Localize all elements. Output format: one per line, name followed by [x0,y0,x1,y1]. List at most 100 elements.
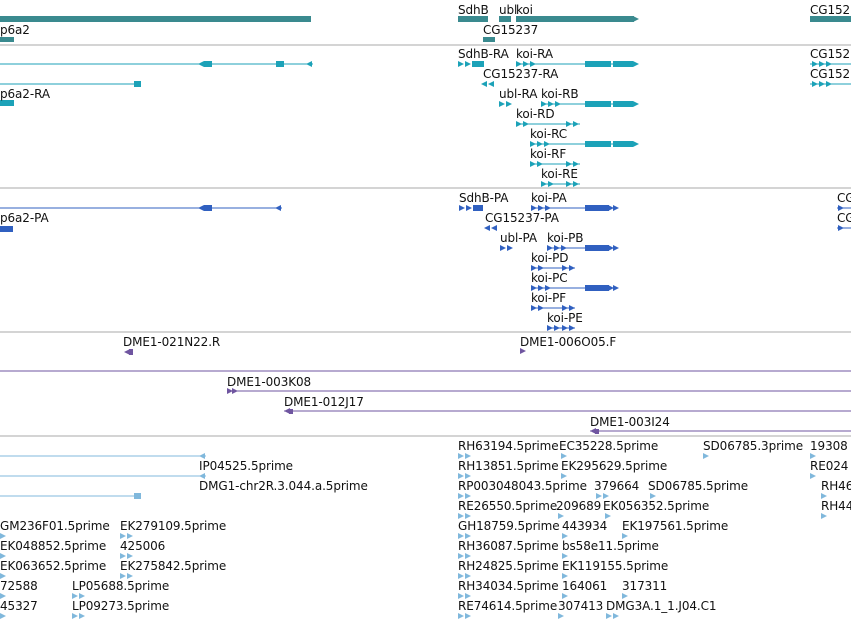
bac-end-glyph[interactable] [595,429,599,434]
bac-end-label[interactable]: DME1-003I24 [590,415,670,429]
protein-glyph[interactable] [531,205,537,211]
transcript-glyph[interactable] [516,121,522,127]
est-glyph[interactable] [562,553,568,559]
gene-glyph[interactable] [0,16,311,22]
protein-glyph[interactable] [562,325,568,331]
protein-glyph[interactable] [554,325,560,331]
protein-glyph[interactable] [554,245,560,251]
est-glyph[interactable] [134,493,141,499]
est-label[interactable]: EC35228.5prime [559,439,659,453]
protein-label[interactable]: ubl-PA [500,231,537,245]
transcript-glyph[interactable] [530,141,536,147]
gene-glyph[interactable] [810,16,851,22]
transcript-glyph[interactable] [566,121,572,127]
est-label[interactable]: EK048852.5prime [0,539,107,553]
est-glyph[interactable] [458,533,464,539]
protein-glyph[interactable] [838,205,844,211]
est-glyph[interactable] [465,493,471,499]
est-glyph[interactable] [561,473,567,479]
est-glyph[interactable] [465,533,471,539]
transcript-glyph[interactable] [613,61,633,67]
transcript-glyph[interactable] [544,141,550,147]
protein-glyph[interactable] [562,305,568,311]
est-label[interactable]: 209689 [556,499,602,513]
bac-end-glyph[interactable] [124,349,130,355]
est-label[interactable]: RH34034.5prime [458,579,559,593]
gene-glyph[interactable] [499,16,511,22]
est-glyph[interactable] [562,573,568,579]
transcript-label[interactable]: ubl-RA [499,87,538,101]
protein-glyph[interactable] [538,205,544,211]
transcript-glyph[interactable] [0,100,14,106]
transcript-glyph[interactable] [548,181,554,187]
transcript-glyph[interactable] [523,61,529,67]
est-label[interactable]: GH18759.5prime [458,519,560,533]
protein-glyph[interactable] [569,305,575,311]
transcript-label[interactable]: koi-RC [530,127,568,141]
transcript-label[interactable]: koi-RF [530,147,567,161]
est-glyph[interactable] [465,513,471,519]
est-glyph[interactable] [465,553,471,559]
gene-glyph[interactable] [483,37,495,42]
est-label[interactable]: SD06785.5prime [648,479,749,493]
est-label[interactable]: SD06785.3prime [703,439,804,453]
bac-end-glyph[interactable] [129,349,133,355]
protein-glyph[interactable] [538,285,544,291]
est-label[interactable]: 72588 [0,579,38,593]
est-label[interactable]: 317311 [622,579,668,593]
est-glyph[interactable] [458,473,464,479]
est-label[interactable]: GM236F01.5prime [0,519,110,533]
protein-glyph[interactable] [204,205,212,211]
transcript-label[interactable]: CG15237-RA [483,67,559,81]
bac-end-glyph[interactable] [520,348,526,354]
gene-glyph[interactable] [516,16,634,22]
protein-glyph[interactable] [507,245,513,251]
gene-label[interactable]: ubl [499,3,518,17]
protein-glyph[interactable] [545,285,551,291]
protein-label[interactable]: koi-PE [547,311,583,325]
transcript-glyph[interactable] [826,81,832,87]
transcript-glyph[interactable] [573,181,579,187]
est-label[interactable]: LP09273.5prime [72,599,170,613]
est-glyph[interactable] [127,533,133,539]
gene-glyph[interactable] [0,37,14,42]
transcript-glyph[interactable] [537,161,543,167]
est-glyph[interactable] [458,573,464,579]
est-label[interactable]: DMG1-chr2R.3.044.a.5prime [199,479,368,493]
transcript-label[interactable]: CG152 [810,67,851,81]
est-label[interactable]: RH13851.5prime [458,459,559,473]
protein-glyph[interactable] [613,285,619,291]
transcript-label[interactable]: p6a2-RA [0,87,50,101]
transcript-glyph[interactable] [566,161,572,167]
est-label[interactable]: 164061 [562,579,608,593]
protein-glyph[interactable] [466,205,472,211]
transcript-glyph[interactable] [458,61,464,67]
est-glyph[interactable] [562,533,568,539]
protein-label[interactable]: CG [837,211,851,225]
transcript-glyph[interactable] [465,61,471,67]
protein-label[interactable]: koi-PF [531,291,567,305]
est-glyph[interactable] [458,593,464,599]
est-glyph[interactable] [458,513,464,519]
bac-end-label[interactable]: DME1-006O05.F [520,335,617,349]
protein-glyph[interactable] [561,245,567,251]
protein-glyph[interactable] [545,205,551,211]
protein-glyph[interactable] [569,325,575,331]
transcript-glyph[interactable] [585,141,611,147]
est-glyph[interactable] [703,453,709,459]
bac-end-label[interactable]: DME1-012J17 [284,395,364,409]
protein-glyph[interactable] [500,245,506,251]
transcript-glyph[interactable] [541,101,547,107]
est-glyph[interactable] [0,533,6,539]
est-label[interactable]: 425006 [120,539,166,553]
est-glyph[interactable] [465,453,471,459]
est-glyph[interactable] [72,593,78,599]
est-label[interactable]: RH44 [821,499,851,513]
gene-glyph[interactable] [458,16,488,22]
transcript-glyph[interactable] [573,121,579,127]
transcript-glyph[interactable] [585,101,611,107]
est-glyph[interactable] [465,613,471,619]
est-label[interactable]: DMG3A.1_1.J04.C1 [606,599,717,613]
transcript-label[interactable]: CG152 [810,47,851,61]
